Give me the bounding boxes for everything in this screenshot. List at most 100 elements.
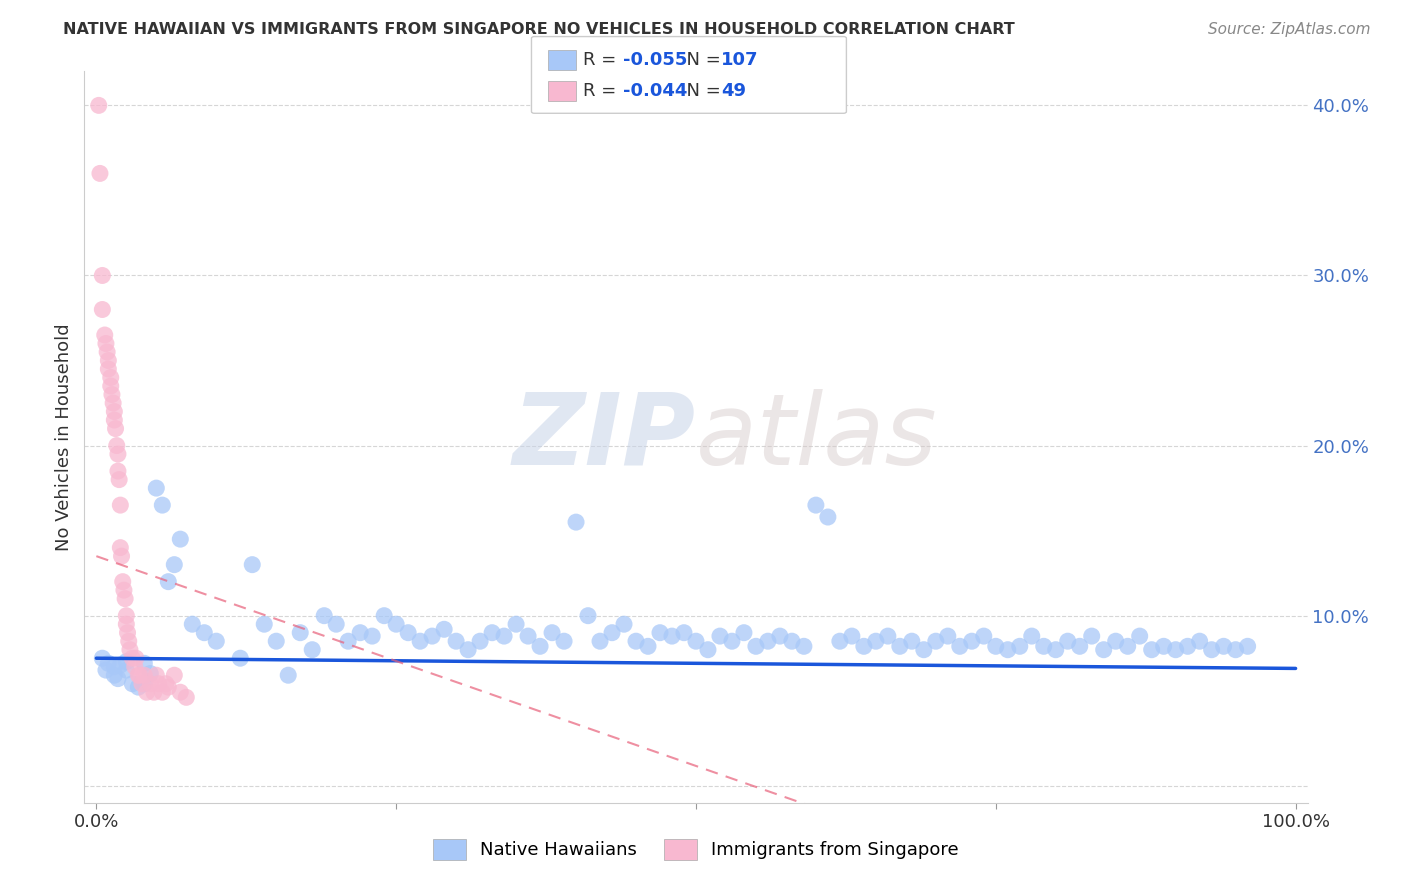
Point bbox=[889, 640, 911, 654]
Point bbox=[193, 625, 215, 640]
Point bbox=[1164, 642, 1187, 657]
Text: Source: ZipAtlas.com: Source: ZipAtlas.com bbox=[1208, 22, 1371, 37]
Point bbox=[1225, 642, 1247, 657]
Point bbox=[589, 634, 612, 648]
Text: R =: R = bbox=[583, 51, 623, 69]
Point bbox=[841, 629, 863, 643]
Point bbox=[174, 690, 197, 705]
Point bbox=[145, 668, 167, 682]
Point bbox=[118, 634, 141, 648]
Point bbox=[127, 668, 149, 682]
Point bbox=[125, 651, 148, 665]
Point bbox=[349, 625, 371, 640]
Point bbox=[828, 634, 851, 648]
Point bbox=[100, 370, 122, 384]
Point bbox=[114, 591, 136, 606]
Point bbox=[1201, 642, 1223, 657]
Point bbox=[240, 558, 263, 572]
Point bbox=[494, 629, 516, 643]
Point bbox=[697, 642, 720, 657]
Text: -0.055: -0.055 bbox=[623, 51, 688, 69]
Point bbox=[325, 617, 347, 632]
Point bbox=[148, 677, 170, 691]
Point bbox=[134, 677, 156, 691]
Point bbox=[804, 498, 827, 512]
Point bbox=[1212, 640, 1234, 654]
Point bbox=[91, 302, 114, 317]
Point bbox=[576, 608, 599, 623]
Point bbox=[301, 642, 323, 657]
Point bbox=[1129, 629, 1152, 643]
Point bbox=[127, 680, 149, 694]
Point bbox=[118, 642, 141, 657]
Point bbox=[290, 625, 312, 640]
Point bbox=[1140, 642, 1163, 657]
Point bbox=[1069, 640, 1091, 654]
Text: -0.044: -0.044 bbox=[623, 82, 688, 100]
Point bbox=[1080, 629, 1102, 643]
Point bbox=[107, 464, 129, 478]
Point bbox=[468, 634, 491, 648]
Point bbox=[1188, 634, 1211, 648]
Point bbox=[108, 473, 131, 487]
Text: R =: R = bbox=[583, 82, 623, 100]
Point bbox=[949, 640, 972, 654]
Point bbox=[661, 629, 683, 643]
Point bbox=[103, 404, 125, 418]
Text: 49: 49 bbox=[721, 82, 747, 100]
Point bbox=[264, 634, 287, 648]
Point bbox=[973, 629, 995, 643]
Point bbox=[1092, 642, 1115, 657]
Point bbox=[385, 617, 408, 632]
Point bbox=[936, 629, 959, 643]
Point bbox=[124, 659, 146, 673]
Point bbox=[565, 515, 588, 529]
Point bbox=[1116, 640, 1139, 654]
Point bbox=[110, 498, 132, 512]
Point bbox=[912, 642, 935, 657]
Point bbox=[229, 651, 252, 665]
Point bbox=[128, 668, 150, 682]
Point bbox=[637, 640, 659, 654]
Point bbox=[94, 336, 117, 351]
Point bbox=[901, 634, 924, 648]
Point bbox=[1056, 634, 1078, 648]
Point bbox=[163, 558, 186, 572]
Point bbox=[1032, 640, 1054, 654]
Point bbox=[685, 634, 707, 648]
Point bbox=[150, 498, 173, 512]
Point bbox=[337, 634, 360, 648]
Point bbox=[756, 634, 779, 648]
Point bbox=[865, 634, 887, 648]
Point bbox=[163, 668, 186, 682]
Point bbox=[876, 629, 898, 643]
Y-axis label: No Vehicles in Household: No Vehicles in Household bbox=[55, 323, 73, 551]
Point bbox=[103, 659, 125, 673]
Legend: Native Hawaiians, Immigrants from Singapore: Native Hawaiians, Immigrants from Singap… bbox=[426, 831, 966, 867]
Point bbox=[253, 617, 276, 632]
Point bbox=[107, 672, 129, 686]
Point bbox=[93, 328, 117, 343]
Point bbox=[1236, 640, 1258, 654]
Text: 107: 107 bbox=[721, 51, 759, 69]
Point bbox=[110, 541, 132, 555]
Point bbox=[648, 625, 671, 640]
Text: NATIVE HAWAIIAN VS IMMIGRANTS FROM SINGAPORE NO VEHICLES IN HOUSEHOLD CORRELATIO: NATIVE HAWAIIAN VS IMMIGRANTS FROM SINGA… bbox=[63, 22, 1015, 37]
Point bbox=[505, 617, 527, 632]
Point bbox=[101, 387, 124, 401]
Point bbox=[115, 663, 138, 677]
Point bbox=[115, 655, 138, 669]
Point bbox=[852, 640, 875, 654]
Point bbox=[104, 421, 127, 435]
Point bbox=[97, 353, 120, 368]
Point bbox=[89, 166, 111, 180]
Point bbox=[91, 651, 114, 665]
Point bbox=[181, 617, 204, 632]
Point bbox=[121, 651, 143, 665]
Point bbox=[142, 685, 165, 699]
Point bbox=[817, 510, 839, 524]
Point bbox=[115, 608, 138, 623]
Point bbox=[139, 666, 162, 681]
Point bbox=[87, 98, 110, 112]
Point bbox=[624, 634, 647, 648]
